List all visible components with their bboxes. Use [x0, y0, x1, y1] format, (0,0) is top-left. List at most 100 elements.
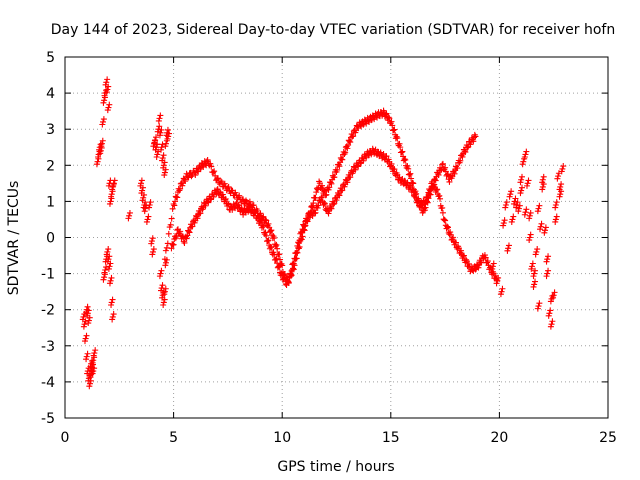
data-point — [536, 202, 543, 209]
data-point — [335, 191, 342, 198]
data-point — [504, 247, 511, 254]
data-point — [156, 132, 163, 139]
data-point — [464, 144, 471, 151]
x-tick-label: 5 — [169, 430, 178, 446]
data-point — [389, 122, 396, 129]
data-point — [528, 265, 535, 272]
data-point — [545, 267, 552, 274]
data-point — [527, 231, 534, 238]
data-point — [435, 172, 442, 179]
data-point — [210, 169, 217, 176]
data-point — [293, 249, 300, 256]
data-point — [552, 218, 559, 225]
data-point — [155, 148, 162, 155]
data-point — [336, 163, 343, 170]
data-point — [186, 229, 193, 236]
data-point — [294, 242, 301, 249]
data-point — [185, 228, 192, 235]
data-point — [160, 152, 167, 159]
data-point — [214, 176, 221, 183]
data-point — [330, 201, 337, 208]
data-point — [388, 160, 395, 167]
data-point — [514, 199, 521, 206]
data-point — [333, 197, 340, 204]
data-point — [389, 127, 396, 134]
data-point — [442, 217, 449, 224]
data-point — [100, 116, 107, 123]
data-point — [147, 199, 154, 206]
data-point — [303, 217, 310, 224]
data-point — [161, 296, 168, 303]
data-point — [251, 209, 258, 216]
data-point — [328, 205, 335, 212]
data-point — [156, 273, 163, 280]
data-point — [146, 204, 153, 211]
data-point — [189, 223, 196, 230]
data-point — [471, 134, 478, 141]
data-point — [300, 222, 307, 229]
data-point — [475, 264, 482, 271]
data-point — [327, 204, 334, 211]
data-point — [194, 215, 201, 222]
data-point — [274, 260, 281, 267]
data-point — [439, 204, 446, 211]
data-point — [517, 179, 524, 186]
data-point — [92, 347, 99, 354]
data-point — [527, 209, 534, 216]
data-point — [484, 259, 491, 266]
data-point — [484, 258, 491, 265]
data-point — [326, 184, 333, 191]
data-point — [322, 192, 329, 199]
y-tick-label: 4 — [46, 86, 55, 102]
data-point — [530, 283, 537, 290]
data-point — [103, 89, 110, 96]
data-point — [105, 265, 112, 272]
data-point — [263, 217, 270, 224]
x-tick-label: 25 — [599, 430, 617, 446]
data-point — [554, 175, 561, 182]
data-point — [222, 196, 229, 203]
data-point — [503, 199, 510, 206]
data-point — [347, 174, 354, 181]
data-point — [315, 202, 322, 209]
data-point — [97, 150, 104, 157]
data-point — [141, 191, 148, 198]
data-point — [158, 126, 165, 133]
data-point — [268, 244, 275, 251]
data-point — [447, 229, 454, 236]
data-point — [539, 186, 546, 193]
data-point — [177, 185, 184, 192]
data-point — [341, 151, 348, 158]
data-point — [276, 251, 283, 258]
data-point — [541, 229, 548, 236]
data-point — [139, 184, 146, 191]
data-point — [532, 251, 539, 258]
data-point — [347, 139, 354, 146]
data-point — [107, 260, 114, 267]
data-point — [421, 198, 428, 205]
data-point — [543, 258, 550, 265]
data-point — [298, 229, 305, 236]
data-point — [478, 259, 485, 266]
data-point — [106, 200, 113, 207]
data-point — [272, 256, 279, 263]
data-point — [452, 239, 459, 246]
data-point — [105, 246, 112, 253]
data-point — [437, 167, 444, 174]
data-point — [407, 170, 414, 177]
y-tick-label: -4 — [41, 375, 55, 391]
x-tick-label: 20 — [490, 430, 508, 446]
x-axis-label: GPS time / hours — [277, 459, 394, 475]
data-point — [502, 204, 509, 211]
data-point — [497, 291, 504, 298]
data-point — [249, 206, 256, 213]
data-point — [532, 278, 539, 285]
data-point — [408, 175, 415, 182]
data-point — [451, 170, 458, 177]
data-point — [549, 318, 556, 325]
data-point — [276, 263, 283, 270]
data-point — [360, 157, 367, 164]
data-point — [532, 267, 539, 274]
data-point — [208, 163, 215, 170]
data-point — [205, 199, 212, 206]
